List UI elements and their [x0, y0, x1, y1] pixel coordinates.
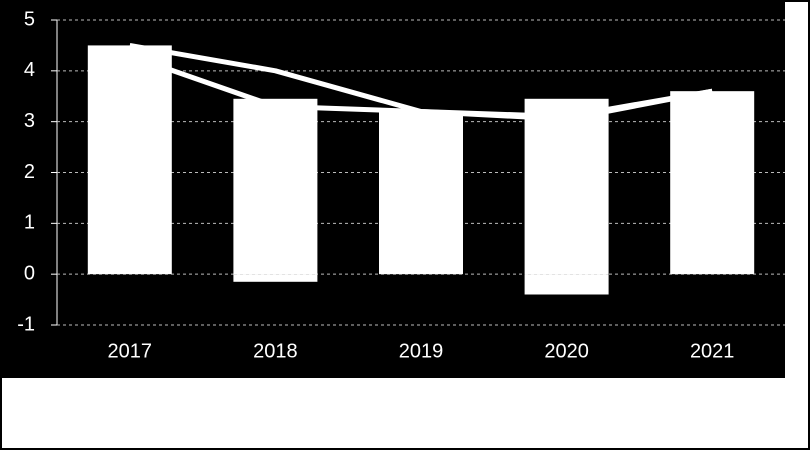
x-tick-label: 2018: [253, 340, 298, 362]
y-tick-label: 2: [24, 161, 35, 183]
x-tick-label: 2020: [544, 340, 589, 362]
line: [128, 53, 713, 122]
bar: [233, 274, 318, 282]
bar: [87, 45, 172, 275]
y-tick-label: 3: [24, 110, 35, 132]
y-tick-label: 0: [24, 262, 35, 284]
bar: [233, 98, 318, 275]
bar: [524, 274, 609, 295]
bar: [670, 91, 755, 275]
x-tick-label: 2021: [690, 340, 735, 362]
y-tick-label: 5: [24, 8, 35, 30]
x-tick-label: 2017: [108, 340, 153, 362]
bar: [379, 111, 463, 275]
x-tick-label: 2019: [399, 340, 444, 362]
y-tick-label: 4: [24, 59, 35, 81]
y-tick-label: -1: [17, 313, 35, 335]
bar: [524, 98, 609, 275]
y-tick-label: 1: [24, 212, 35, 234]
